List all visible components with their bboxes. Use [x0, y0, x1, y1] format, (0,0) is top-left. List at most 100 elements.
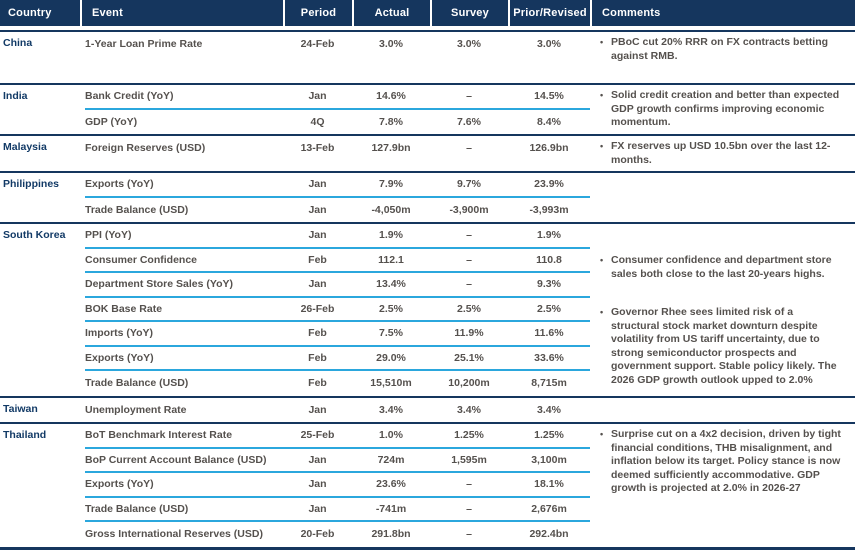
table-row: Trade Balance (USD) Jan -741m – 2,676m	[85, 498, 590, 522]
event-cell: GDP (YoY)	[85, 115, 138, 128]
country-group-south-korea: South Korea PPI (YoY) Jan 1.9% – 1.9% Consumer…	[0, 224, 855, 398]
actual-cell: 112.1	[378, 253, 404, 266]
event-cell: Trade Balance (USD)	[85, 377, 189, 390]
survey-cell: –	[466, 478, 472, 491]
prior-cell: 3.0%	[537, 38, 561, 51]
comment-text: Surprise cut on a 4x2 decision, driven b…	[611, 428, 841, 494]
actual-cell: 1.9%	[379, 229, 403, 242]
period-cell: 25-Feb	[300, 429, 335, 442]
table-row: Gross International Reserves (USD) 20-Feb…	[85, 522, 590, 547]
period-cell: Jan	[308, 502, 327, 515]
survey-cell: –	[466, 90, 472, 103]
prior-cell: 3,100m	[531, 453, 567, 466]
survey-cell: –	[466, 278, 472, 291]
period-cell: Jan	[308, 453, 327, 466]
table-body: China 1-Year Loan Prime Rate 24-Feb 3.0% 3.0…	[0, 30, 855, 550]
header-cell-period: Period	[283, 0, 352, 26]
comment-item: • FX reserves up USD 10.5bn over the last…	[600, 140, 843, 167]
comments-cell: • PBoC cut 20% RRR on FX contracts bettin…	[590, 32, 855, 83]
event-rows: Bank Credit (YoY) Jan 14.6% – 14.5% GDP (YoY)…	[80, 85, 590, 134]
prior-cell: 33.6%	[534, 351, 564, 364]
comments-cell: • Surprise cut on a 4x2 decision, driven …	[590, 424, 855, 547]
event-cell: BoP Current Account Balance (USD)	[85, 453, 267, 466]
bullet-icon: •	[600, 90, 604, 100]
period-cell: Jan	[308, 403, 327, 416]
table-row: BOK Base Rate 26-Feb 2.5% 2.5% 2.5%	[85, 298, 590, 322]
survey-cell: –	[466, 502, 472, 515]
survey-cell: 11.9%	[454, 327, 484, 340]
table-row: PPI (YoY) Jan 1.9% – 1.9%	[85, 224, 590, 249]
event-cell: Unemployment Rate	[85, 403, 187, 416]
actual-cell: 291.8bn	[371, 528, 411, 541]
table-row: 1-Year Loan Prime Rate 24-Feb 3.0% 3.0% 3.0%	[85, 32, 590, 57]
country-label: Thailand	[3, 429, 47, 441]
event-rows: BoT Benchmark Interest Rate 25-Feb 1.0% 1.2…	[80, 424, 590, 547]
comments-cell: • FX reserves up USD 10.5bn over the last…	[590, 136, 855, 171]
actual-cell: 15,510m	[370, 377, 412, 390]
country-label: Taiwan	[3, 402, 38, 415]
period-cell: Jan	[308, 90, 327, 103]
event-cell: Imports (YoY)	[85, 327, 154, 340]
event-rows: Foreign Reserves (USD) 13-Feb 127.9bn – 126.…	[80, 136, 590, 171]
period-cell: Jan	[308, 178, 327, 191]
header-cell-event: Event	[80, 0, 283, 26]
prior-cell: 14.5%	[534, 90, 564, 103]
event-cell: Gross International Reserves (USD)	[85, 528, 263, 541]
comments-cell: • Consumer confidence and department stor…	[590, 224, 855, 396]
event-cell: Trade Balance (USD)	[85, 203, 189, 216]
event-cell: Consumer Confidence	[85, 253, 198, 266]
header-cell-actual: Actual	[352, 0, 430, 26]
comment-text: FX reserves up USD 10.5bn over the last …	[611, 140, 831, 166]
survey-cell: 3.4%	[457, 403, 481, 416]
table-row: Unemployment Rate Jan 3.4% 3.4% 3.4%	[85, 398, 590, 423]
bullet-icon: •	[600, 255, 604, 265]
actual-cell: 13.4%	[376, 278, 406, 291]
header-cell-prior: Prior/Revised	[508, 0, 590, 26]
country-label: China	[3, 37, 33, 49]
period-cell: Jan	[308, 478, 327, 491]
event-cell: 1-Year Loan Prime Rate	[85, 38, 203, 51]
period-cell: Feb	[308, 253, 327, 266]
country-group-taiwan: Taiwan Unemployment Rate Jan 3.4% 3.4% 3.4%	[0, 398, 855, 424]
survey-cell: 1.25%	[454, 429, 484, 442]
actual-cell: 127.9bn	[371, 142, 411, 155]
event-cell: Department Store Sales (YoY)	[85, 278, 234, 291]
prior-cell: 2.5%	[537, 302, 561, 315]
country-label: Malaysia	[3, 141, 47, 153]
event-cell: BOK Base Rate	[85, 302, 163, 315]
prior-cell: 2,676m	[531, 502, 567, 515]
header-cell-survey: Survey	[430, 0, 508, 26]
prior-cell: 110.8	[536, 253, 562, 266]
comment-text: PBoC cut 20% RRR on FX contracts betting…	[611, 36, 829, 62]
survey-cell: 10,200m	[448, 377, 490, 390]
table-row: GDP (YoY) 4Q 7.8% 7.6% 8.4%	[85, 110, 590, 135]
survey-cell: –	[466, 253, 472, 266]
event-rows: Unemployment Rate Jan 3.4% 3.4% 3.4%	[80, 398, 590, 423]
table-row: Imports (YoY) Feb 7.5% 11.9% 11.6%	[85, 322, 590, 347]
period-cell: Jan	[308, 278, 327, 291]
prior-cell: 1.25%	[534, 429, 564, 442]
actual-cell: -4,050m	[371, 203, 411, 216]
actual-cell: 3.0%	[379, 38, 403, 51]
comment-item: • Surprise cut on a 4x2 decision, driven …	[600, 428, 843, 496]
period-cell: 13-Feb	[300, 142, 335, 155]
period-cell: 4Q	[310, 115, 325, 128]
prior-cell: 8.4%	[537, 115, 561, 128]
survey-cell: 7.6%	[457, 115, 481, 128]
table-row: Department Store Sales (YoY) Jan 13.4% – 9.3…	[85, 273, 590, 298]
table-row: Exports (YoY) Feb 29.0% 25.1% 33.6%	[85, 347, 590, 371]
prior-cell: 3.4%	[537, 403, 561, 416]
country-label: South Korea	[3, 229, 66, 241]
prior-cell: 8,715m	[531, 377, 567, 390]
survey-cell: -3,900m	[449, 203, 489, 216]
period-cell: Jan	[308, 203, 327, 216]
prior-cell: 1.9%	[537, 229, 561, 242]
survey-cell: 25.1%	[454, 351, 484, 364]
period-cell: Feb	[308, 327, 327, 340]
survey-cell: –	[466, 142, 472, 155]
header-cell-country: Country	[8, 7, 52, 19]
event-rows: Exports (YoY) Jan 7.9% 9.7% 23.9% Trade Balan…	[80, 173, 590, 222]
comment-item: • Consumer confidence and department stor…	[600, 254, 843, 281]
country-label: Philippines	[3, 178, 60, 190]
